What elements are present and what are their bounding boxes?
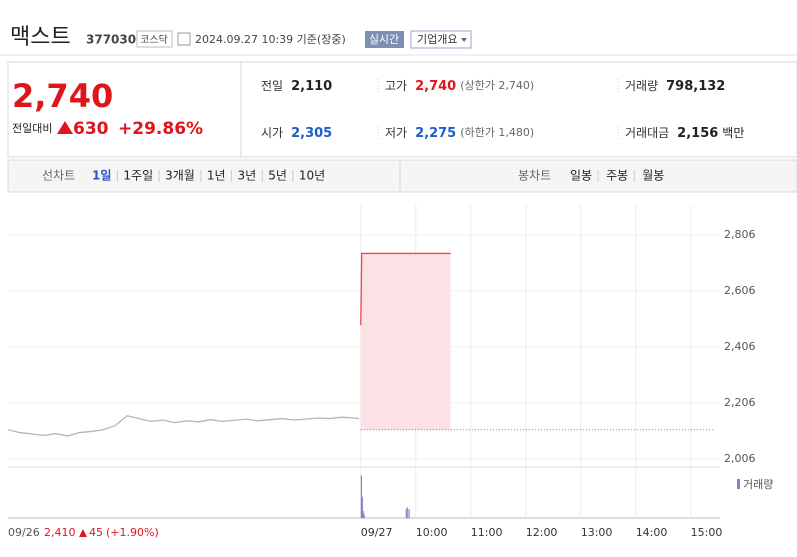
volume-legend: 거래량: [743, 478, 773, 491]
stat-unit: 백만: [722, 126, 744, 140]
y-tick-label: 2,606: [724, 284, 756, 297]
volume-bar: [361, 496, 363, 518]
stat-value: 2,110: [291, 79, 332, 94]
y-tick-label: 2,406: [724, 340, 756, 353]
change-pct: +29.86%: [118, 119, 203, 139]
stat: 시가 2,305: [261, 126, 332, 141]
stat: 전일 2,110: [261, 79, 332, 94]
volume-bar: [406, 507, 408, 518]
price-area: [360, 253, 451, 430]
prev-change: 45: [89, 526, 103, 539]
candle-tab[interactable]: 월봉: [642, 169, 664, 183]
volume-bar: [405, 509, 407, 518]
tab-label: 선차트: [42, 169, 75, 183]
stat-note: (상한가 2,740): [460, 79, 534, 92]
period-tab[interactable]: 1주일: [123, 169, 153, 183]
period-tab[interactable]: 3년: [238, 169, 257, 183]
x-tick-label: 09/27: [361, 526, 393, 539]
x-tick-label: 11:00: [471, 526, 503, 539]
stat-value: 2,156: [677, 126, 718, 141]
stat-value: 2,275: [415, 126, 456, 141]
quote-box: [7, 61, 797, 158]
stat: 저가 2,275 (하한가 1,480): [385, 125, 534, 141]
y-tick-label: 2,806: [724, 228, 756, 241]
prev-date: 09/26: [8, 526, 40, 539]
volume-legend-swatch: [737, 479, 740, 489]
menu-box[interactable]: [410, 30, 472, 49]
stat-label: 고가: [385, 79, 407, 93]
tab-label: 봉차트: [518, 169, 551, 183]
x-tick-label: 14:00: [636, 526, 668, 539]
stat-note: (하한가 1,480): [460, 125, 534, 139]
candle-tab[interactable]: 일봉: [570, 169, 592, 183]
period-tab[interactable]: 10년: [299, 169, 325, 183]
stock-code: 377030: [86, 33, 136, 47]
realtime-badge[interactable]: [365, 31, 404, 48]
change: 630: [73, 119, 109, 139]
stat-label: 저가: [385, 126, 407, 140]
x-tick-label: 10:00: [416, 526, 448, 539]
prev-close: 2,410: [44, 526, 76, 539]
period-tab[interactable]: 5년: [268, 169, 287, 183]
y-tick-label: 2,206: [724, 396, 756, 409]
stat: 거래량 798,132: [625, 79, 725, 94]
menu-label[interactable]: 기업개요: [417, 33, 457, 46]
prev-change-pct: (+1.90%): [106, 526, 159, 539]
volume-bar: [408, 509, 410, 518]
x-tick-label: 15:00: [691, 526, 723, 539]
price: 2,740: [12, 77, 113, 115]
price-line: [7, 415, 360, 437]
period-tab[interactable]: 1일: [92, 169, 111, 183]
stat-value: 798,132: [666, 79, 725, 94]
stat-label: 거래대금: [625, 126, 669, 140]
stat-value: 2,740: [415, 79, 456, 94]
stat-value: 2,305: [291, 126, 332, 141]
period-tab[interactable]: 3개월: [165, 169, 195, 183]
volume-bar: [362, 510, 364, 518]
volume-bar: [360, 475, 362, 518]
stat-label: 전일: [261, 79, 283, 93]
prev-up-icon: [79, 529, 87, 537]
x-tick-label: 12:00: [526, 526, 558, 539]
price-line: [360, 252, 451, 326]
candle-tab[interactable]: 주봉: [606, 169, 628, 183]
tab-bar: [7, 159, 797, 193]
market-box: [136, 30, 173, 48]
change-label: 전일대비: [12, 121, 52, 135]
stat: 고가 2,740 (상한가 2,740): [385, 79, 534, 94]
volume-bar: [363, 514, 365, 518]
up-icon: [57, 121, 73, 134]
x-tick-label: 13:00: [581, 526, 613, 539]
stat-label: 거래량: [625, 79, 658, 93]
calendar-icon: [177, 32, 191, 46]
market: 코스닥: [140, 34, 168, 46]
y-tick-label: 2,006: [724, 452, 756, 465]
datetime: 2024.09.27 10:39 기준(장중): [195, 33, 346, 46]
period-tab[interactable]: 1년: [207, 169, 226, 183]
stock-name: 맥스트: [10, 25, 71, 50]
stat-label: 시가: [261, 126, 283, 140]
menu-arrow[interactable]: [461, 38, 467, 42]
realtime-label[interactable]: 실시간: [369, 33, 399, 46]
stat: 거래대금 2,156 백만: [625, 126, 744, 141]
